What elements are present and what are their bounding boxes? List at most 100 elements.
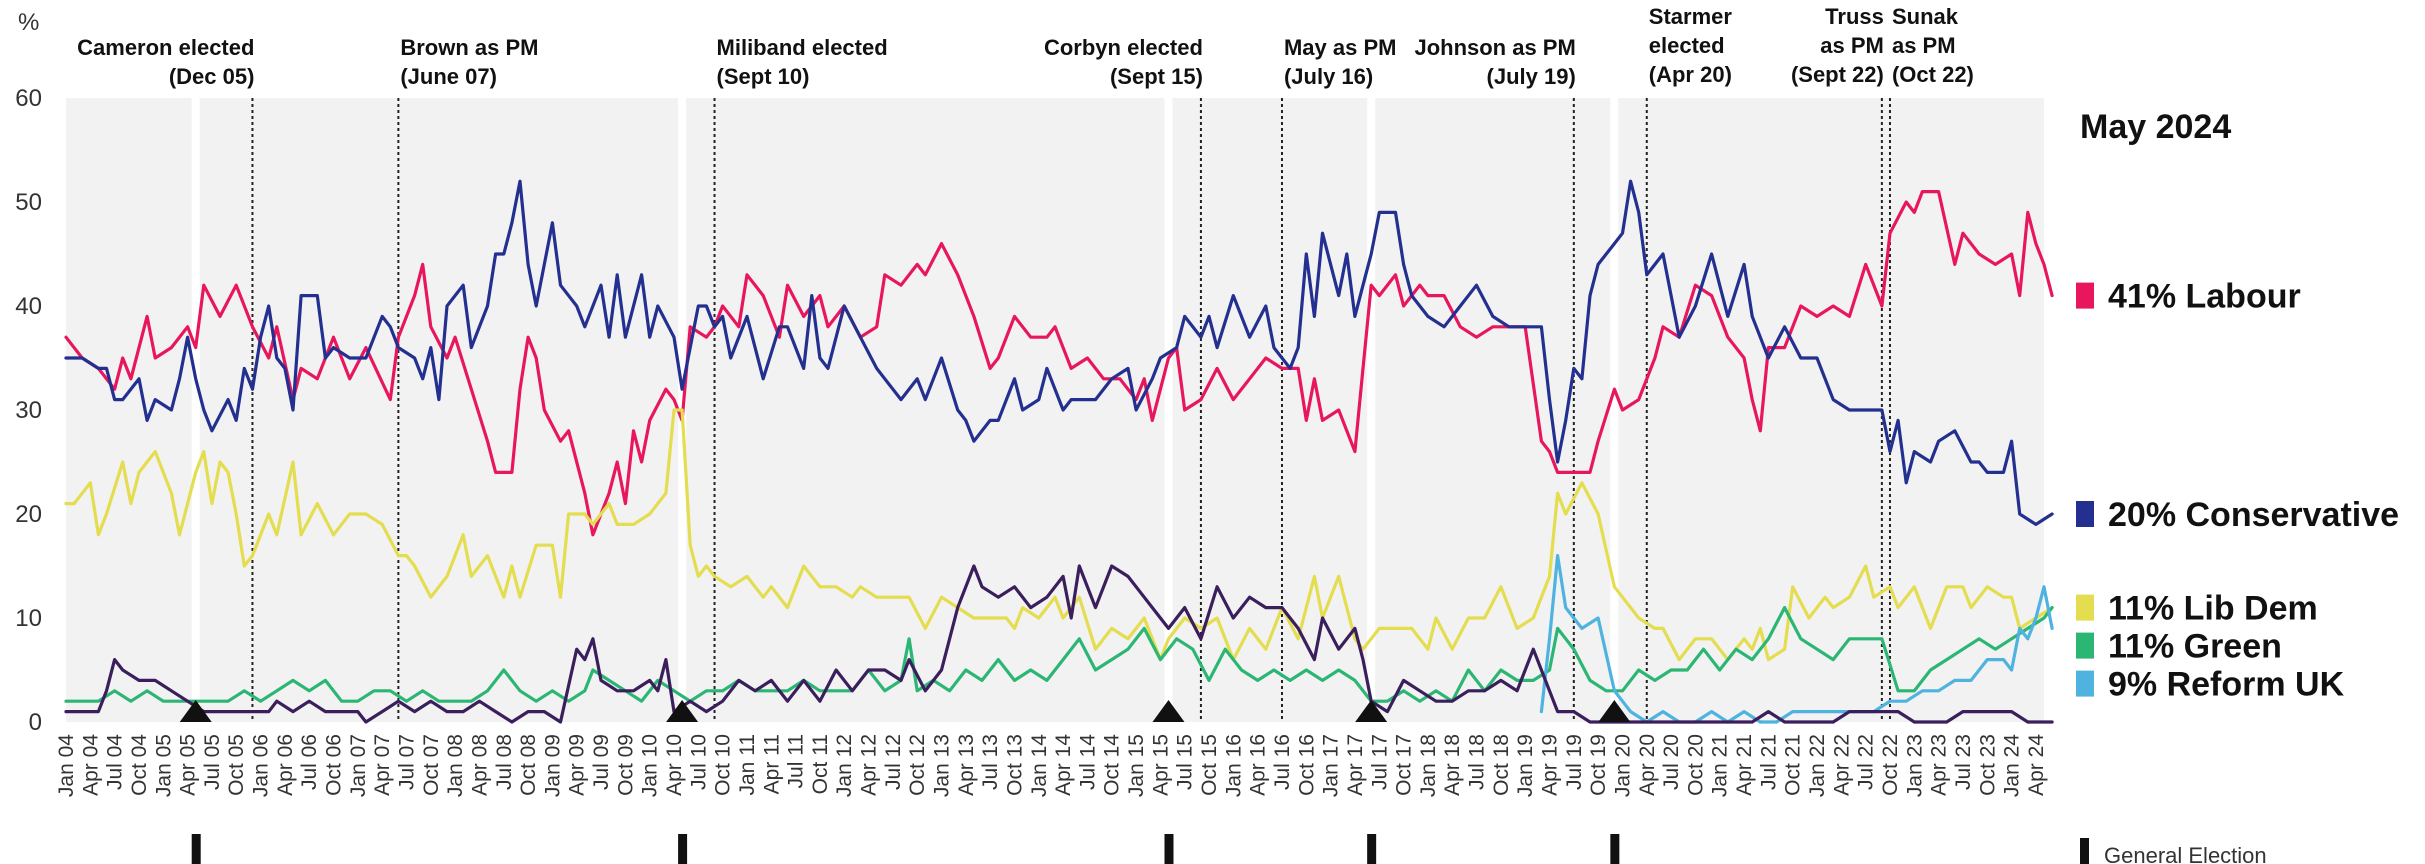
x-tick-label: Apr 20 bbox=[1636, 734, 1659, 796]
x-tick-label: Jan 06 bbox=[250, 734, 273, 797]
legend-title: May 2024 bbox=[2080, 108, 2231, 146]
x-tick-label: Oct 08 bbox=[517, 734, 540, 796]
general-election-band-3 bbox=[1367, 98, 1376, 722]
x-tick-label: Jan 09 bbox=[541, 734, 564, 797]
series-line-conservative bbox=[64, 179, 2054, 527]
x-tick-label: Oct 09 bbox=[614, 734, 637, 796]
y-tick-label: 50 bbox=[15, 189, 42, 216]
x-tick-label: Oct 04 bbox=[128, 734, 151, 796]
event-label-1-line0: Brown as PM bbox=[400, 35, 538, 60]
event-label-8-line0: Sunak bbox=[1892, 4, 1959, 29]
series-line-snp_other bbox=[64, 564, 2054, 724]
x-tick-label: Apr 18 bbox=[1441, 734, 1464, 796]
legend-label-conservative: 20% Conservative bbox=[2108, 496, 2399, 534]
legend-swatch-reform bbox=[2076, 670, 2094, 697]
legend-swatch-conservative bbox=[2076, 501, 2094, 527]
x-tick-label: Jan 11 bbox=[736, 734, 759, 796]
event-label-7-line1: as PM bbox=[1820, 33, 1884, 58]
x-tick-label: Jan 24 bbox=[2001, 734, 2024, 797]
event-label-6-line1: elected bbox=[1649, 33, 1725, 58]
election-triangle-1 bbox=[666, 700, 699, 722]
event-label-8-line1: as PM bbox=[1892, 33, 1956, 58]
x-tick-label: Apr 07 bbox=[371, 734, 394, 796]
x-tick-label: Oct 11 bbox=[809, 734, 832, 794]
plot-area bbox=[66, 98, 2044, 722]
x-tick-label: Apr 19 bbox=[1539, 734, 1562, 796]
x-tick-label: Jul 10 bbox=[687, 734, 710, 790]
x-tick-label: Jan 17 bbox=[1320, 734, 1343, 797]
x-tick-label: Jul 13 bbox=[979, 734, 1002, 790]
x-tick-label: Jul 23 bbox=[1952, 734, 1975, 790]
x-tick-label: Jan 15 bbox=[1125, 734, 1148, 797]
x-tick-label: Oct 15 bbox=[1198, 734, 1221, 796]
x-tick-label: Jul 18 bbox=[1466, 734, 1489, 790]
x-tick-label: Apr 22 bbox=[1830, 734, 1853, 796]
event-label-6-line0: Starmer bbox=[1649, 4, 1733, 29]
x-tick-label: Jan 14 bbox=[1028, 734, 1051, 797]
x-tick-label: Jul 17 bbox=[1368, 734, 1391, 790]
x-tick-label: Jan 04 bbox=[55, 734, 78, 797]
event-label-4-line0: May as PM bbox=[1284, 35, 1397, 60]
x-tick-label: Apr 05 bbox=[177, 734, 200, 796]
x-tick-label: Oct 23 bbox=[1976, 734, 1999, 796]
x-tick-label: Apr 17 bbox=[1344, 734, 1367, 796]
election-triangle-0 bbox=[179, 700, 212, 722]
y-tick-label: 40 bbox=[15, 293, 42, 320]
general-election-band-0 bbox=[191, 98, 200, 722]
x-tick-label: Oct 21 bbox=[1782, 734, 1805, 796]
election-bottom-mark-0 bbox=[191, 834, 201, 864]
legend-label-green: 11% Green bbox=[2108, 628, 2282, 666]
x-tick-label: Jan 13 bbox=[931, 734, 954, 797]
y-tick-label: 30 bbox=[15, 397, 42, 424]
legend-swatch-green bbox=[2076, 632, 2094, 659]
x-tick-label: Jul 11 bbox=[785, 734, 808, 788]
x-tick-label: Jul 20 bbox=[1660, 734, 1683, 790]
series-line-labour bbox=[64, 190, 2054, 537]
x-tick-label: Jan 07 bbox=[347, 734, 370, 797]
y-tick-label: 60 bbox=[15, 85, 42, 112]
y-tick-label: 20 bbox=[15, 501, 42, 528]
event-label-0-line0: Cameron elected bbox=[77, 35, 254, 60]
election-bottom-marks bbox=[191, 834, 1620, 864]
x-tick-label: Jul 22 bbox=[1855, 734, 1878, 790]
x-tick-label: Apr 13 bbox=[955, 734, 978, 796]
x-tick-label: Oct 12 bbox=[906, 734, 929, 796]
x-tick-label: Oct 18 bbox=[1490, 734, 1513, 796]
legend-swatch-labour bbox=[2076, 282, 2094, 309]
x-tick-label: Oct 20 bbox=[1684, 734, 1707, 796]
series-line-green bbox=[64, 605, 2054, 703]
event-label-7-line0: Truss bbox=[1825, 4, 1884, 29]
x-tick-label: Apr 04 bbox=[79, 734, 102, 796]
x-tick-label: Oct 19 bbox=[1587, 734, 1610, 796]
x-tick-label: Jul 09 bbox=[590, 734, 613, 790]
event-label-8-line2: (Oct 22) bbox=[1892, 62, 1974, 87]
series-line-reform bbox=[1539, 553, 2054, 724]
x-tick-label: Apr 16 bbox=[1247, 734, 1270, 796]
election-bottom-mark-3 bbox=[1367, 834, 1377, 864]
x-tick-label: Oct 06 bbox=[323, 734, 346, 796]
x-tick-label: Jan 18 bbox=[1417, 734, 1440, 797]
x-tick-label: Jul 14 bbox=[1076, 734, 1099, 790]
election-bottom-mark-2 bbox=[1164, 834, 1174, 864]
x-tick-label: Jan 21 bbox=[1709, 734, 1732, 797]
general-election-band-4 bbox=[1610, 98, 1619, 722]
x-tick-label: Jul 08 bbox=[493, 734, 516, 790]
x-tick-label: Oct 16 bbox=[1295, 734, 1318, 796]
y-axis-label: % bbox=[18, 9, 39, 36]
x-tick-label: Apr 09 bbox=[566, 734, 589, 796]
x-tick-label: Jan 23 bbox=[1903, 734, 1926, 797]
legend: May 2024 41% Labour 20% Conservative 11% L… bbox=[2076, 108, 2399, 704]
election-triangle-4 bbox=[1598, 700, 1631, 722]
general-election-band-2 bbox=[1164, 98, 1173, 722]
y-tick-label: 0 bbox=[29, 709, 42, 736]
x-tick-label: Jan 12 bbox=[833, 734, 856, 797]
election-triangles bbox=[179, 700, 1631, 722]
x-tick-label: Jan 08 bbox=[444, 734, 467, 797]
x-tick-label: Oct 17 bbox=[1393, 734, 1416, 796]
x-tick-label: Jul 12 bbox=[882, 734, 905, 790]
x-tick-labels: Jan 04 Apr 04 Jul 04 Oct 04 Jan 05 Apr 05 Jul … bbox=[55, 734, 2048, 797]
x-tick-label: Jul 07 bbox=[396, 734, 419, 790]
x-tick-label: Jul 04 bbox=[104, 734, 127, 790]
election-bottom-mark-4 bbox=[1610, 834, 1620, 864]
